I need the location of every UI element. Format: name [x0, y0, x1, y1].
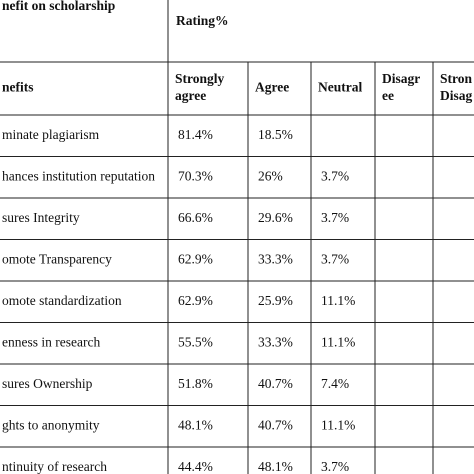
- cell: 3.7%: [321, 251, 349, 266]
- row-label: sures Integrity: [2, 210, 80, 225]
- row-label: omote Transparency: [2, 251, 112, 266]
- cell: 33.3%: [258, 251, 293, 266]
- cell: 11.1%: [321, 334, 355, 349]
- cell: 3.7%: [321, 168, 349, 183]
- column-header: Disag: [440, 88, 473, 103]
- cell: 3.7%: [321, 210, 349, 225]
- column-header: Neutral: [318, 80, 362, 95]
- rating-header: Rating%: [176, 13, 229, 28]
- column-header: nefits: [2, 80, 34, 95]
- cell: 26%: [258, 168, 283, 183]
- cell: 11.1%: [321, 417, 355, 432]
- cell: 11.1%: [321, 293, 355, 308]
- row-label: ntinuity of research: [2, 459, 107, 474]
- row-label: hances institution reputation: [2, 168, 155, 183]
- row-label: minate plagiarism: [2, 127, 100, 142]
- cell: 33.3%: [258, 334, 293, 349]
- cell: 25.9%: [258, 293, 293, 308]
- cell: 81.4%: [178, 127, 213, 142]
- table-title: nefit on scholarship: [2, 0, 115, 13]
- cell: 51.8%: [178, 376, 213, 391]
- cell: 40.7%: [258, 376, 293, 391]
- cell: 40.7%: [258, 417, 293, 432]
- cell: 48.1%: [258, 459, 293, 474]
- cell: 66.6%: [178, 210, 213, 225]
- row-label: ghts to anonymity: [2, 417, 100, 432]
- cell: 3.7%: [321, 459, 349, 474]
- column-header: agree: [175, 88, 206, 103]
- cell: 55.5%: [178, 334, 213, 349]
- column-header: Stron: [440, 71, 473, 86]
- cell: 70.3%: [178, 168, 213, 183]
- cell: 48.1%: [178, 417, 213, 432]
- column-header: Disagr: [382, 71, 420, 86]
- column-header: ee: [382, 88, 394, 103]
- column-header: Agree: [255, 80, 289, 95]
- row-label: omote standardization: [2, 293, 122, 308]
- row-label: sures Ownership: [2, 376, 93, 391]
- cell: 29.6%: [258, 210, 293, 225]
- cell: 62.9%: [178, 251, 213, 266]
- cell: 7.4%: [321, 376, 349, 391]
- column-header: Strongly: [175, 71, 225, 86]
- row-label: enness in research: [2, 334, 100, 349]
- cell: 62.9%: [178, 293, 213, 308]
- cell: 44.4%: [178, 459, 213, 474]
- cell: 18.5%: [258, 127, 293, 142]
